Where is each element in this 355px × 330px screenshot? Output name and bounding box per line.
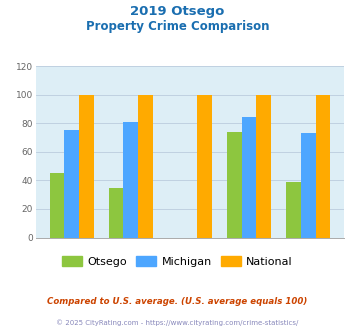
Bar (242, 117, 256, 238)
Bar (124, 122, 138, 238)
Text: 2019 Otsego: 2019 Otsego (130, 5, 225, 18)
Text: Property Crime Comparison: Property Crime Comparison (86, 20, 269, 33)
Bar (301, 133, 316, 238)
Bar (316, 95, 330, 238)
Bar (138, 95, 153, 238)
Bar (50, 173, 64, 238)
Bar (79, 95, 94, 238)
Text: © 2025 CityRating.com - https://www.cityrating.com/crime-statistics/: © 2025 CityRating.com - https://www.city… (56, 319, 299, 326)
Bar (256, 95, 271, 238)
Bar (197, 95, 212, 238)
Bar (64, 130, 79, 238)
Text: Compared to U.S. average. (U.S. average equals 100): Compared to U.S. average. (U.S. average … (47, 297, 308, 306)
Bar (286, 182, 301, 238)
Bar (227, 132, 242, 238)
Bar (109, 187, 124, 238)
Legend: Otsego, Michigan, National: Otsego, Michigan, National (62, 256, 293, 267)
